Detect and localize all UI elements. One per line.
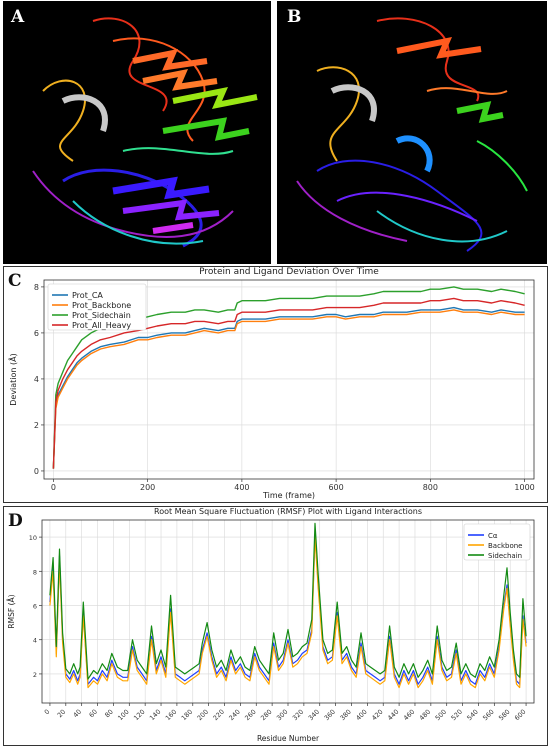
panel-label-c: C <box>8 271 22 291</box>
protein-ribbon-b <box>296 17 528 252</box>
x-tick-label: 600 <box>513 708 527 722</box>
y-tick-label: 4 <box>33 637 37 645</box>
panel-label-b: B <box>287 7 302 27</box>
protein-ribbon-a <box>32 17 258 248</box>
x-tick-label: 300 <box>275 708 289 722</box>
y-tick-label: 2 <box>33 671 37 679</box>
x-tick-label: 20 <box>56 708 68 720</box>
y-tick-label: 6 <box>34 329 39 338</box>
x-tick-label: 440 <box>386 708 400 722</box>
x-tick-label: 60 <box>87 708 99 720</box>
x-tick-label: 600 <box>328 483 343 492</box>
x-tick-label: 80 <box>103 708 115 720</box>
x-tick-label: 380 <box>338 708 352 722</box>
chart-title: Protein and Ligand Deviation Over Time <box>199 267 379 277</box>
legend-entry-2: Backbone <box>488 542 522 550</box>
x-tick-label: 1000 <box>514 483 534 492</box>
x-tick-label: 240 <box>227 708 241 722</box>
x-tick-label: 120 <box>132 708 146 722</box>
x-tick-label: 260 <box>243 708 257 722</box>
x-tick-label: 0 <box>51 483 56 492</box>
x-tick-label: 420 <box>370 708 384 722</box>
y-axis-label: Deviation (Å) <box>7 353 18 406</box>
series-line-1 <box>52 306 525 469</box>
rmsd-chart-panel: C Protein and Ligand Deviation Over Time… <box>3 266 548 503</box>
x-tick-label: 340 <box>307 708 321 722</box>
x-tick-label: 360 <box>323 708 337 722</box>
x-tick-label: 400 <box>354 708 368 722</box>
x-tick-label: 800 <box>423 483 438 492</box>
x-tick-label: 0 <box>43 708 52 717</box>
legend-entry-2: Prot_Backbone <box>72 301 131 310</box>
legend-box <box>463 523 531 561</box>
x-axis-label: Residue Number <box>257 734 320 743</box>
x-tick-label: 140 <box>148 708 162 722</box>
y-tick-label: 2 <box>34 421 39 430</box>
series-line-3 <box>49 522 527 680</box>
legend-entry-3: Sidechain <box>488 552 522 560</box>
x-axis-label: Time (frame) <box>262 491 315 500</box>
series-line-1 <box>49 533 527 685</box>
x-tick-label: 520 <box>450 708 464 722</box>
x-tick-label: 200 <box>140 483 155 492</box>
x-tick-label: 320 <box>291 708 305 722</box>
x-axis-ticks: 0 200 400 600 800 1000 <box>51 280 535 492</box>
y-tick-label: 8 <box>33 568 37 576</box>
protein-structure-image-b: B <box>277 1 547 264</box>
x-tick-label: 220 <box>211 708 225 722</box>
legend-entry-3: Prot_Sidechain <box>72 311 131 320</box>
y-tick-label: 0 <box>34 467 39 476</box>
plot-frame <box>41 519 535 704</box>
panel-label-a: A <box>11 7 25 27</box>
series-line-2 <box>49 536 527 689</box>
y-axis-ticks: 2 4 6 8 10 <box>29 534 534 679</box>
legend-box <box>47 283 147 331</box>
x-axis-ticks: 0 20 40 60 80 100 120 140 160 180 200 220 240 260 280 3… <box>43 520 527 722</box>
x-tick-label: 400 <box>234 483 249 492</box>
legend: Prot_CAProt_BackboneProt_SidechainProt_A… <box>47 283 147 331</box>
legend-entry-1: Cα <box>488 532 498 540</box>
y-tick-label: 8 <box>34 283 39 292</box>
x-tick-label: 480 <box>418 708 432 722</box>
x-tick-label: 540 <box>465 708 479 722</box>
x-tick-label: 100 <box>116 708 130 722</box>
legend-entry-1: Prot_CA <box>72 291 103 300</box>
x-tick-label: 180 <box>180 708 194 722</box>
series-line-4 <box>52 297 525 469</box>
x-tick-label: 40 <box>72 708 84 720</box>
panel-label-d: D <box>8 511 23 531</box>
x-tick-label: 500 <box>434 708 448 722</box>
y-tick-label: 10 <box>29 534 37 542</box>
rmsf-chart: Root Mean Square Fluctuation (RMSF) Plot… <box>7 507 535 743</box>
legend-entry-4: Prot_All_Heavy <box>72 321 131 330</box>
plot-frame <box>43 279 535 480</box>
y-axis-label: RMSF (Å) <box>7 594 16 628</box>
series-line-2 <box>52 309 525 469</box>
rmsd-chart: Protein and Ligand Deviation Over Time 0 2… <box>7 267 535 500</box>
x-tick-label: 280 <box>259 708 273 722</box>
y-tick-label: 4 <box>34 375 39 384</box>
series-line-3 <box>52 286 525 469</box>
protein-structure-image-a: A <box>3 1 271 264</box>
rmsf-chart-panel: D Root Mean Square Fluctuation (RMSF) Pl… <box>3 506 548 746</box>
chart-title: Root Mean Square Fluctuation (RMSF) Plot… <box>154 507 422 516</box>
legend: Cα Backbone Sidechain <box>463 523 531 561</box>
x-tick-label: 580 <box>497 708 511 722</box>
x-tick-label: 460 <box>402 708 416 722</box>
x-tick-label: 560 <box>481 708 495 722</box>
x-tick-label: 200 <box>196 708 210 722</box>
x-tick-label: 160 <box>164 708 178 722</box>
y-tick-label: 6 <box>33 603 37 611</box>
